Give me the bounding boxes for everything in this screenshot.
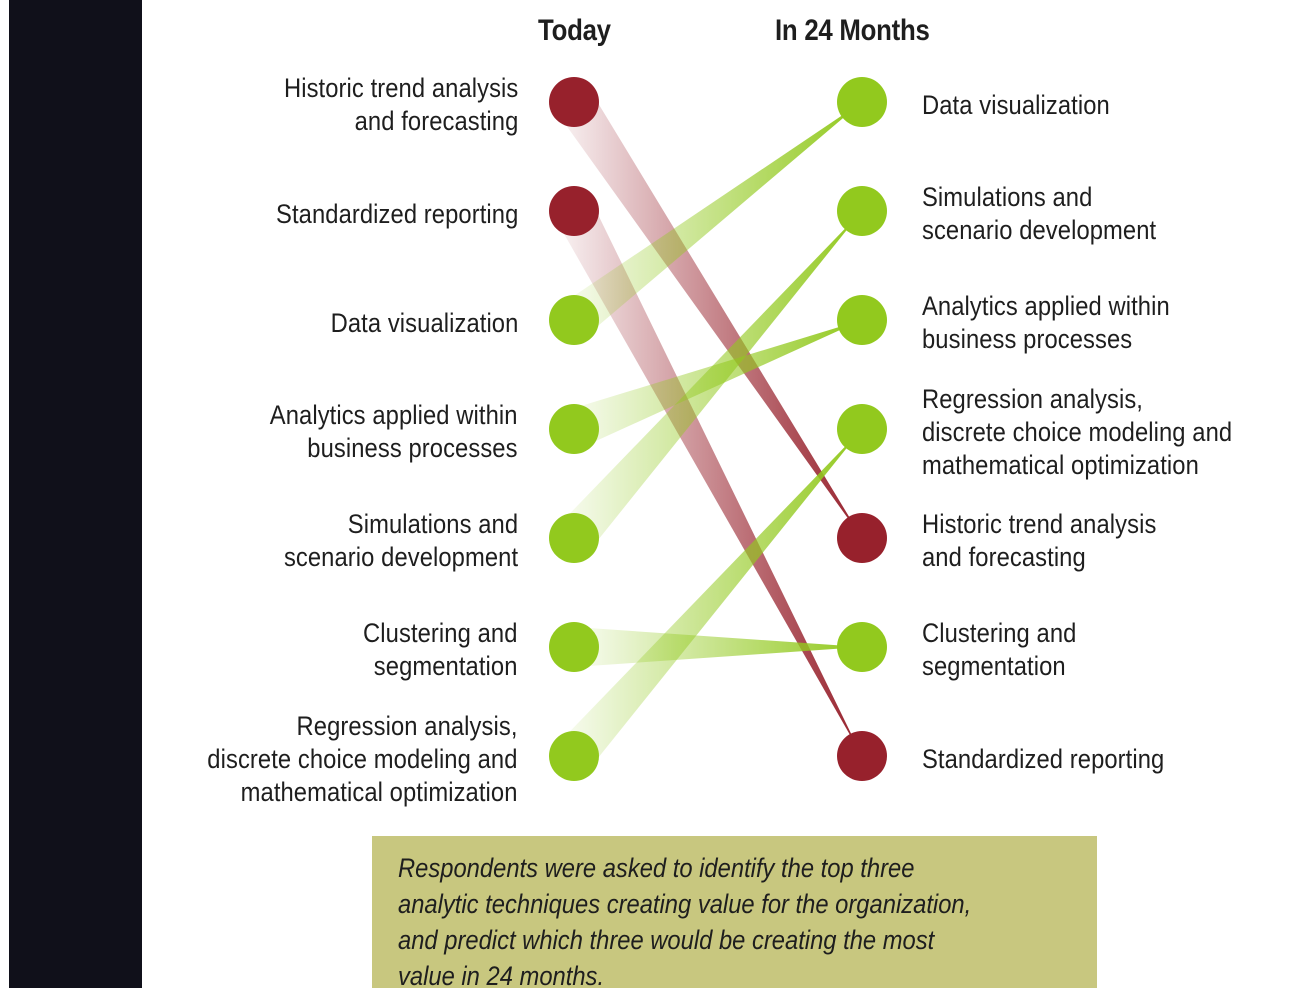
future-label-simulations-and-scenario-development: Simulations and scenario development	[922, 182, 1157, 245]
future-label-regression-analysis-discrete-choice-modeling-and-mathematical-optimization: Regression analysis, discrete choice mod…	[922, 383, 1233, 480]
today-label-historic-trend-analysis-and-forecasting: Historic trend analysis and forecasting	[283, 73, 518, 136]
future-dot-regression-analysis-discrete-choice-modeling-and-mathematical-optimization	[837, 404, 887, 454]
future-dot-clustering-and-segmentation	[837, 622, 887, 672]
future-dot-analytics-applied-within-business-processes	[837, 295, 887, 345]
today-label-data-visualization: Data visualization	[330, 307, 518, 338]
link-6-to-6	[574, 627, 862, 667]
today-dot-standardized-reporting	[549, 186, 599, 236]
today-label-analytics-applied-within-business-processes: Analytics applied within business proces…	[270, 400, 518, 463]
today-label-simulations-and-scenario-development: Simulations and scenario development	[283, 509, 518, 572]
future-label-standardized-reporting: Standardized reporting	[922, 743, 1165, 774]
future-label-clustering-and-segmentation: Clustering and segmentation	[922, 618, 1077, 681]
link-2-to-7	[556, 201, 862, 757]
today-label-clustering-and-segmentation: Clustering and segmentation	[363, 618, 518, 681]
future-label-data-visualization: Data visualization	[922, 89, 1110, 120]
column-header-today: Today	[538, 14, 611, 47]
left-dark-sidebar	[9, 0, 142, 988]
future-dot-standardized-reporting	[837, 731, 887, 781]
today-label-regression-analysis-discrete-choice-modeling-and-mathematical-optimization: Regression analysis, discrete choice mod…	[207, 710, 518, 807]
note-box: Respondents were asked to identify the t…	[372, 836, 1097, 991]
today-dot-regression-analysis-discrete-choice-modeling-and-mathematical-optimization	[549, 731, 599, 781]
link-3-to-1	[561, 102, 862, 336]
column-header-in-24-months: In 24 Months	[775, 14, 930, 47]
today-dot-clustering-and-segmentation	[549, 622, 599, 672]
link-5-to-2	[558, 211, 862, 552]
link-7-to-4	[558, 429, 862, 770]
future-label-analytics-applied-within-business-processes: Analytics applied within business proces…	[922, 291, 1170, 354]
future-dot-simulations-and-scenario-development	[837, 186, 887, 236]
future-label-historic-trend-analysis-and-forecasting: Historic trend analysis and forecasting	[922, 509, 1157, 572]
future-dot-data-visualization	[837, 77, 887, 127]
link-1-to-5	[557, 90, 862, 539]
today-dot-data-visualization	[549, 295, 599, 345]
today-dot-analytics-applied-within-business-processes	[549, 404, 599, 454]
today-label-standardized-reporting: Standardized reporting	[275, 198, 518, 229]
note-text: Respondents were asked to identify the t…	[398, 853, 972, 991]
future-dot-historic-trend-analysis-and-forecasting	[837, 513, 887, 563]
today-dot-historic-trend-analysis-and-forecasting	[549, 77, 599, 127]
today-dot-simulations-and-scenario-development	[549, 513, 599, 563]
